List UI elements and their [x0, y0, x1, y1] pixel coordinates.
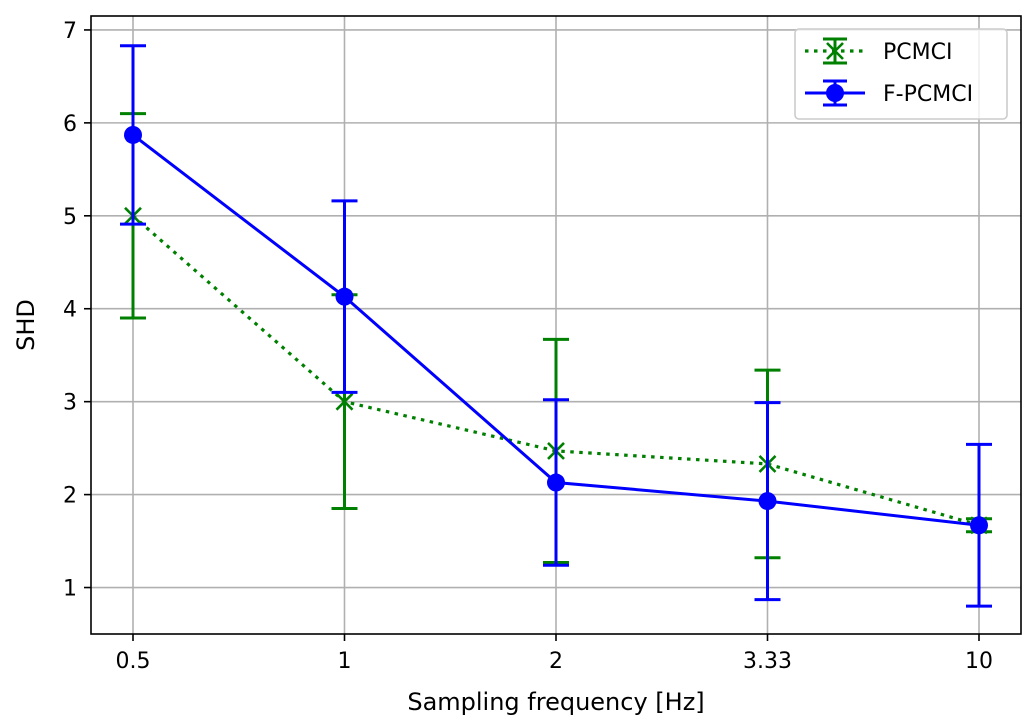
x-tick-label: 3.33 [743, 649, 792, 674]
data-point-marker [758, 492, 777, 511]
legend-label: F-PCMCI [883, 82, 973, 107]
y-tick-label: 7 [63, 19, 77, 44]
legend-box [794, 28, 1008, 120]
legend-item-f-pcmci: F-PCMCI [805, 79, 973, 107]
data-series [120, 44, 992, 608]
y-tick-label: 4 [63, 298, 77, 323]
y-tick-label: 6 [63, 112, 77, 137]
grid-lines [91, 16, 1021, 634]
y-tick-label: 5 [63, 205, 77, 230]
x-tick-label: 2 [549, 649, 563, 674]
legend-item-pcmci: PCMCI [805, 37, 952, 65]
x-tick-label: 1 [338, 649, 352, 674]
y-axis-label: SHD [12, 299, 40, 351]
x-tick-label: 0.5 [116, 649, 151, 674]
data-point-marker [335, 392, 354, 411]
series-line [131, 214, 980, 527]
series-f-pcmci [120, 44, 992, 608]
x-tick-label: 10 [965, 649, 993, 674]
legend-marker [826, 42, 844, 60]
legend-label: PCMCI [883, 40, 952, 65]
y-tick-label: 1 [63, 577, 77, 602]
data-point-marker [970, 516, 988, 535]
x-axis-label: Sampling frequency [Hz] [407, 688, 704, 716]
data-point-marker [335, 287, 354, 306]
data-point-marker [547, 473, 565, 492]
plot-frame [90, 15, 1022, 635]
axis-ticks: 0.5 1 2 3.33 10 1 2 3 4 5 6 7 [63, 19, 993, 674]
y-tick-label: 2 [63, 484, 77, 509]
y-tick-label: 3 [63, 391, 77, 416]
data-point-marker [124, 125, 142, 144]
legend: PCMCI F-PCMCI [794, 28, 1008, 120]
legend-marker [826, 84, 844, 102]
